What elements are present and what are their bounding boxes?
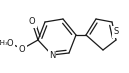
Text: N: N — [49, 51, 55, 59]
Text: O: O — [7, 38, 13, 48]
Text: O: O — [29, 18, 35, 26]
Text: CH₃: CH₃ — [0, 40, 8, 46]
Text: S: S — [113, 28, 119, 36]
Text: O: O — [19, 45, 25, 54]
